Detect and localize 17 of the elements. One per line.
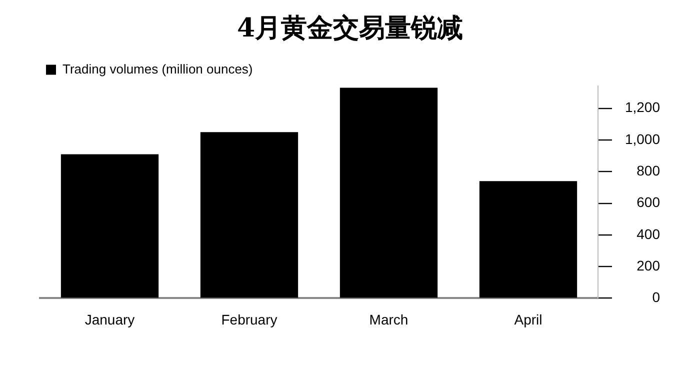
chart-title: 4月黄金交易量锐减 [236,13,464,44]
y-tick-label: 0 [652,289,660,306]
y-tick-label: 600 [636,194,660,210]
bar [340,88,438,298]
x-tick-label: April [514,311,542,328]
y-tick-label: 1,200 [624,99,660,116]
bar [200,132,298,298]
y-tick-label: 200 [636,257,660,274]
bar [479,181,578,298]
y-tick-label: 1,000 [624,130,660,147]
bar [60,154,159,298]
y-tick-label: 400 [636,226,660,242]
x-tick-label: February [221,311,278,328]
x-tick-label: January [84,311,135,328]
x-tick-label: March [369,311,408,328]
y-tick-label: 800 [636,162,660,178]
legend-label: Trading volumes (million ounces) [62,61,253,76]
